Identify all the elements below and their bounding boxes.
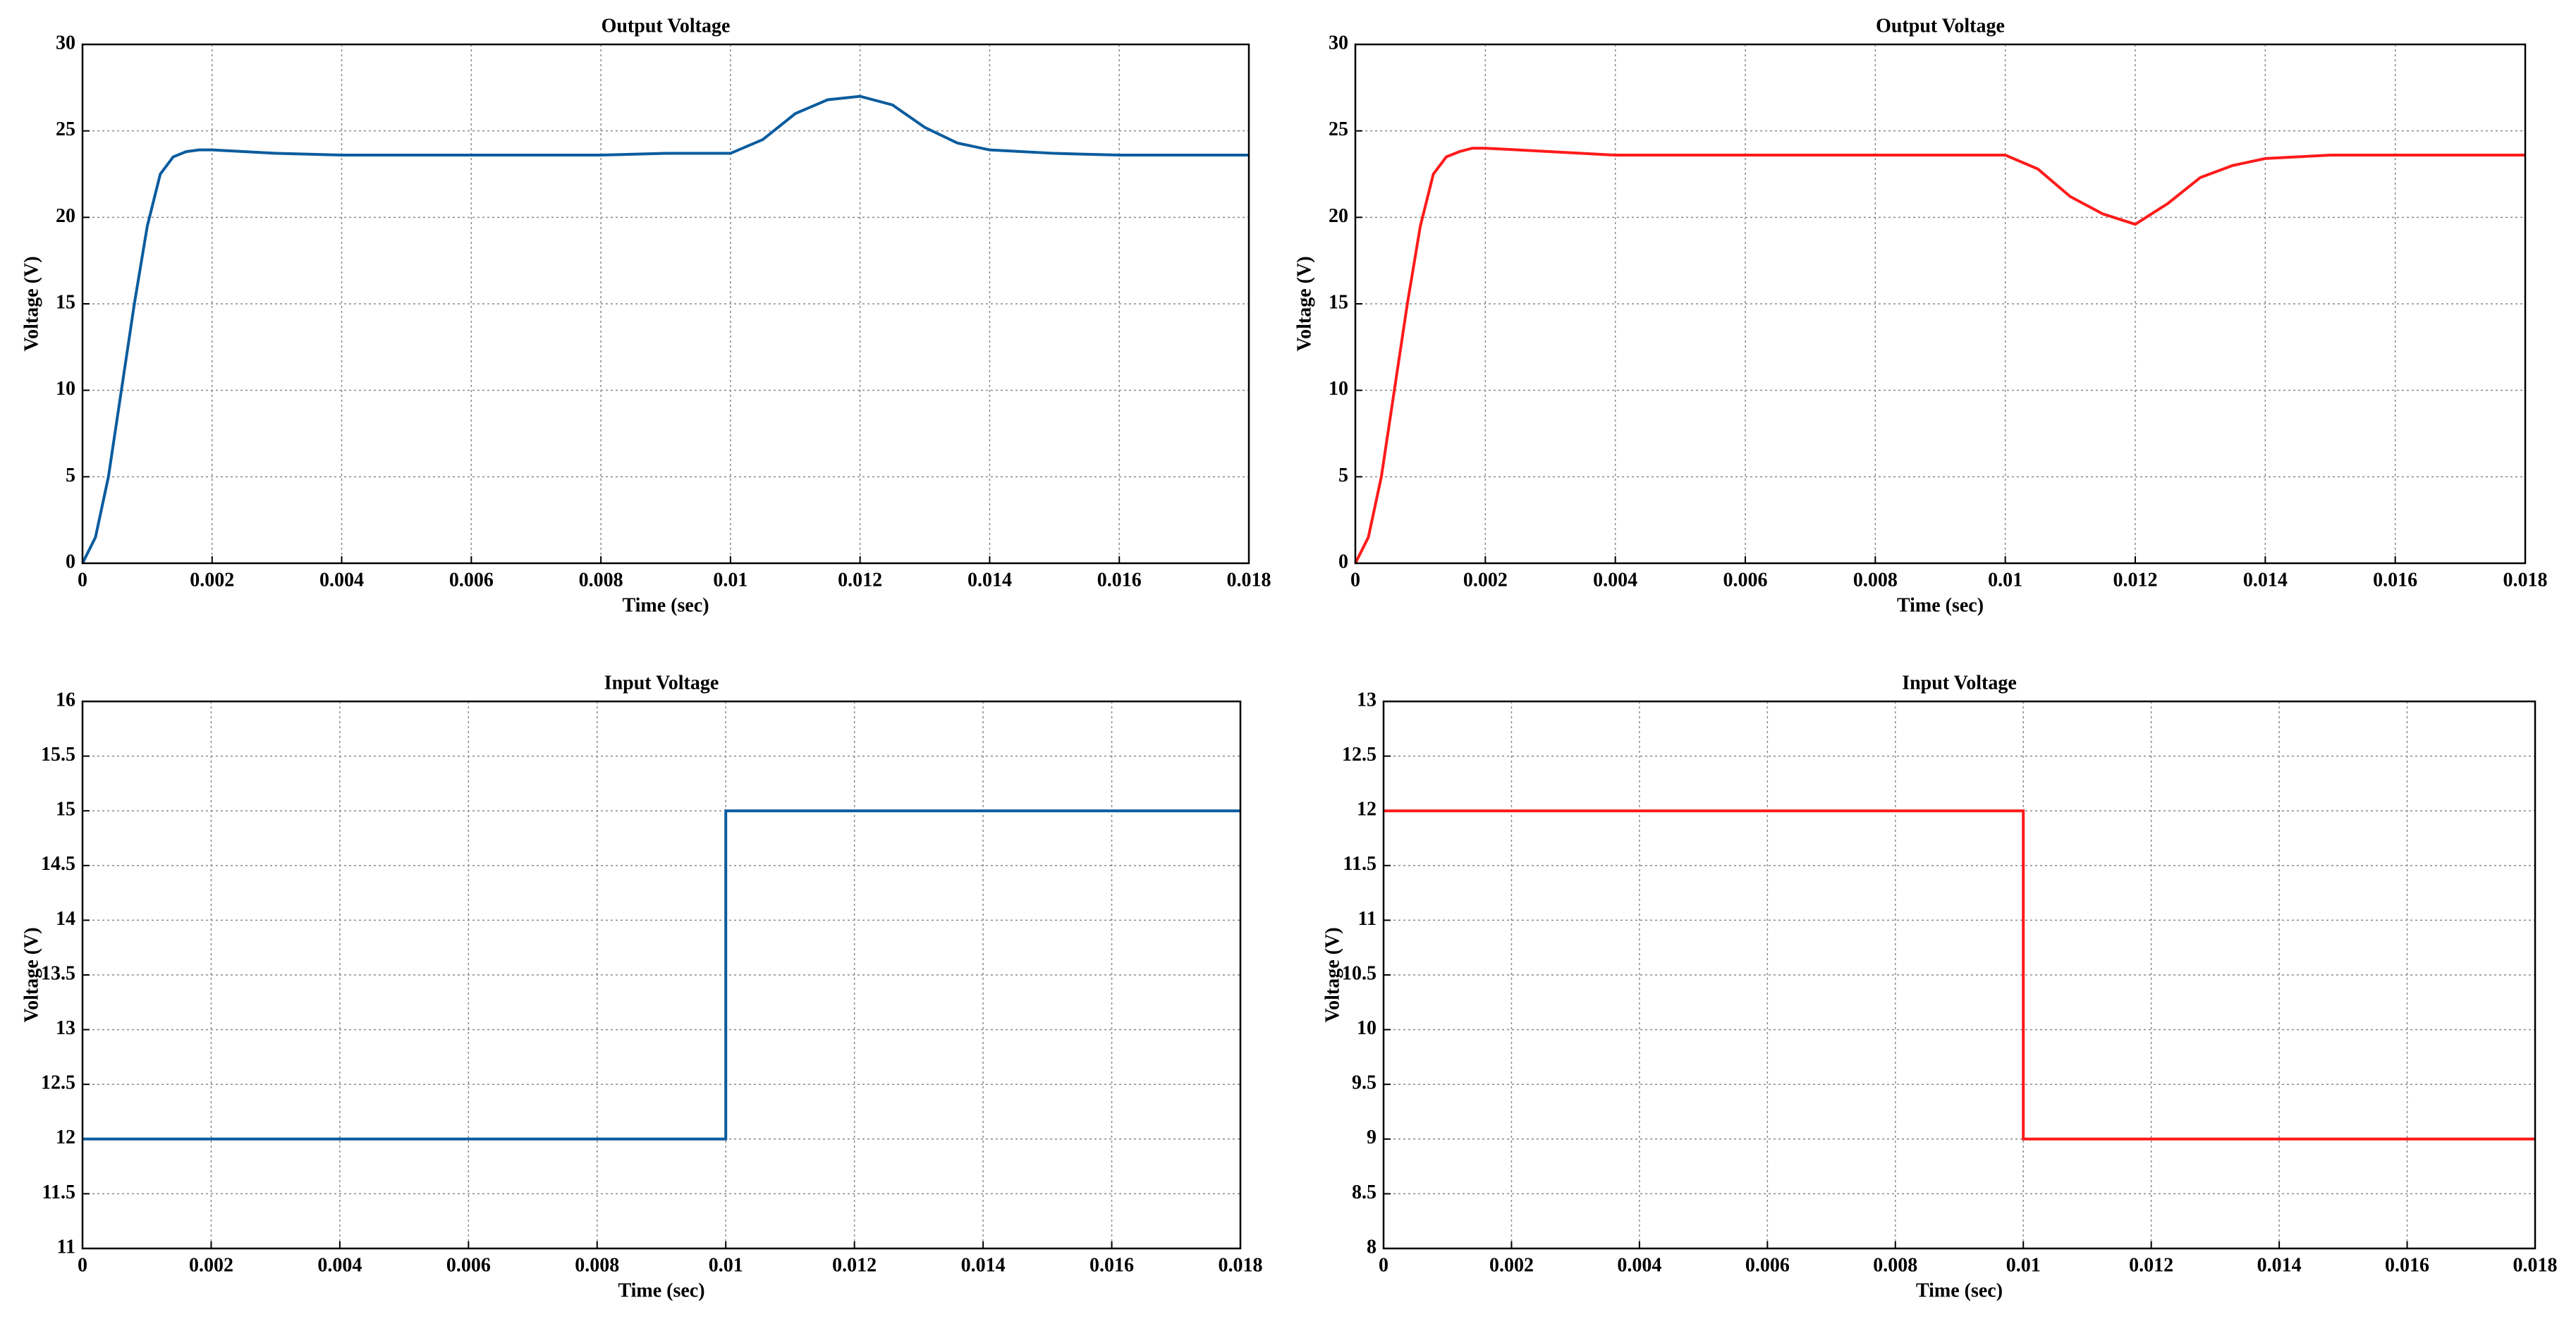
y-tick-label: 9 xyxy=(1367,1127,1376,1148)
x-tick-label: 0.008 xyxy=(575,1254,619,1276)
x-tick-label: 0.008 xyxy=(1853,569,1898,591)
y-tick-label: 20 xyxy=(56,205,75,227)
y-tick-label: 12 xyxy=(1357,799,1376,821)
x-tick-label: 0.018 xyxy=(1227,569,1271,591)
y-tick-label: 13 xyxy=(56,1017,75,1039)
y-tick-label: 14 xyxy=(56,908,75,930)
x-tick-label: 0.016 xyxy=(2385,1254,2429,1276)
y-tick-label: 0 xyxy=(66,551,75,572)
data-line xyxy=(1384,809,2535,1141)
y-tick-label: 20 xyxy=(1329,205,1348,227)
chart-title: Input Voltage xyxy=(1902,672,2017,694)
x-tick-label: 0.002 xyxy=(190,569,234,591)
y-tick-label: 11 xyxy=(57,1236,75,1258)
y-tick-label: 30 xyxy=(1329,32,1348,54)
y-tick-label: 12.5 xyxy=(41,1072,75,1094)
x-tick-label: 0.014 xyxy=(961,1254,1006,1276)
x-tick-label: 0.014 xyxy=(967,569,1012,591)
y-tick-label: 11 xyxy=(1358,908,1376,930)
x-tick-label: 0.014 xyxy=(2243,569,2288,591)
y-tick-label: 15.5 xyxy=(41,744,75,766)
y-tick-label: 16 xyxy=(56,689,75,711)
plot-frame xyxy=(1382,700,2537,1250)
data-line xyxy=(1354,147,2525,564)
x-tick-label: 0 xyxy=(78,1254,87,1276)
x-axis-label: Time (sec) xyxy=(1897,594,1984,616)
x-tick-label: 0 xyxy=(1379,1254,1388,1276)
x-axis-label: Time (sec) xyxy=(618,1279,704,1301)
y-tick-label: 9.5 xyxy=(1352,1072,1376,1094)
x-tick-label: 0.004 xyxy=(317,1254,362,1276)
y-axis-label: Voltage (V) xyxy=(1321,927,1343,1022)
x-axis-label: Time (sec) xyxy=(1916,1279,2003,1301)
x-tick-label: 0.012 xyxy=(838,569,882,591)
chart-title: Input Voltage xyxy=(604,672,719,694)
y-tick-label: 10 xyxy=(1329,378,1348,400)
x-tick-label: 0.002 xyxy=(1489,1254,1534,1276)
x-tick-label: 0.018 xyxy=(2513,1254,2558,1276)
x-tick-label: 0.01 xyxy=(1988,569,2022,591)
y-tick-label: 13.5 xyxy=(41,962,75,984)
x-tick-label: 0 xyxy=(1350,569,1360,591)
y-tick-label: 11.5 xyxy=(1343,853,1376,875)
x-tick-label: 0.016 xyxy=(1089,1254,1134,1276)
x-tick-label: 0.01 xyxy=(713,569,747,591)
y-tick-label: 12.5 xyxy=(1342,744,1376,766)
x-tick-label: 0.002 xyxy=(1463,569,1508,591)
y-tick-label: 15 xyxy=(56,799,75,821)
x-tick-label: 0.01 xyxy=(709,1254,743,1276)
y-axis-label: Voltage (V) xyxy=(20,927,42,1022)
x-tick-label: 0.006 xyxy=(446,1254,491,1276)
y-tick-label: 10 xyxy=(56,378,75,400)
chart-title: Output Voltage xyxy=(602,15,731,37)
x-tick-label: 0.004 xyxy=(1617,1254,1661,1276)
y-tick-label: 11.5 xyxy=(42,1181,75,1203)
x-tick-label: 0.002 xyxy=(189,1254,233,1276)
y-tick-label: 12 xyxy=(56,1127,75,1148)
y-tick-label: 0 xyxy=(1338,551,1348,572)
x-tick-label: 0.012 xyxy=(2113,569,2158,591)
x-tick-label: 0.012 xyxy=(2129,1254,2173,1276)
x-tick-label: 0.01 xyxy=(2006,1254,2041,1276)
x-tick-label: 0.006 xyxy=(1723,569,1768,591)
chart-title: Output Voltage xyxy=(1876,15,2005,37)
y-tick-label: 8 xyxy=(1367,1236,1376,1258)
y-tick-label: 25 xyxy=(1329,118,1348,140)
data-line xyxy=(83,809,1240,1141)
x-tick-label: 0.018 xyxy=(1219,1254,1263,1276)
y-tick-label: 15 xyxy=(56,291,75,313)
x-tick-label: 0.004 xyxy=(319,569,364,591)
x-tick-label: 0.006 xyxy=(449,569,494,591)
x-tick-label: 0.016 xyxy=(2373,569,2417,591)
x-tick-label: 0.004 xyxy=(1593,569,1637,591)
plot-frame xyxy=(1354,43,2527,565)
x-tick-label: 0.006 xyxy=(1745,1254,1790,1276)
y-tick-label: 14.5 xyxy=(41,853,75,875)
x-tick-label: 0.008 xyxy=(1873,1254,1917,1276)
x-axis-label: Time (sec) xyxy=(622,594,709,616)
x-tick-label: 0.018 xyxy=(2503,569,2548,591)
x-tick-label: 0.014 xyxy=(2257,1254,2302,1276)
y-tick-label: 25 xyxy=(56,118,75,140)
x-tick-label: 0 xyxy=(78,569,87,591)
plot-frame xyxy=(81,700,1242,1250)
x-tick-label: 0.008 xyxy=(579,569,623,591)
y-tick-label: 15 xyxy=(1329,291,1348,313)
y-tick-label: 10.5 xyxy=(1342,962,1376,984)
y-tick-label: 10 xyxy=(1357,1017,1376,1039)
plot-frame xyxy=(81,43,1250,565)
y-tick-label: 8.5 xyxy=(1352,1181,1376,1203)
y-tick-label: 13 xyxy=(1357,689,1376,711)
y-axis-label: Voltage (V) xyxy=(1293,256,1315,351)
y-tick-label: 30 xyxy=(56,32,75,54)
x-tick-label: 0.016 xyxy=(1097,569,1142,591)
y-axis-label: Voltage (V) xyxy=(20,256,42,351)
data-line xyxy=(81,94,1249,564)
y-tick-label: 5 xyxy=(66,465,75,486)
x-tick-label: 0.012 xyxy=(832,1254,877,1276)
y-tick-label: 5 xyxy=(1338,465,1348,486)
